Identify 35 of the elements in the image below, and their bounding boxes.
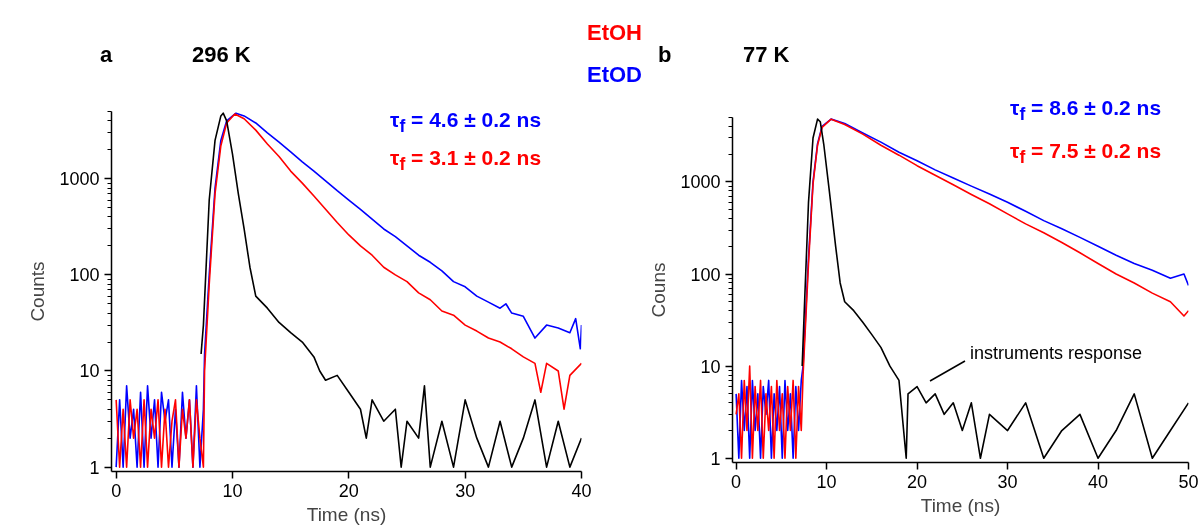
annotation: τ$_{f}$ = 4.6 ± 0.2 ns (390, 107, 542, 139)
y-tick-label: 100 (69, 265, 100, 286)
x-tick-label: 50 (1178, 471, 1199, 492)
text: a (100, 42, 113, 68)
y-tick-label: 1 (89, 457, 100, 478)
y-axis-title: Couns (648, 262, 670, 318)
x-tick-label: 20 (338, 480, 359, 501)
x-tick-label: 10 (816, 471, 837, 492)
x-axis-title: Time (ns) (306, 503, 387, 525)
y-axis-title: Counts (27, 261, 49, 322)
y-tick-label: 1000 (59, 169, 100, 190)
line-series (200, 112, 582, 468)
text: b (658, 42, 672, 68)
annotation: instruments response (970, 342, 1143, 364)
x-axis-title: Time (ns) (920, 494, 1001, 516)
x-tick-label: 10 (222, 480, 243, 501)
chart-title: 77 K (743, 42, 790, 68)
y-tick-label: 100 (690, 264, 721, 285)
y-tick-label: 1000 (680, 172, 721, 193)
x-tick-label: 20 (907, 471, 928, 492)
y-tick-label: 1 (710, 448, 721, 469)
x-tick-label: 0 (731, 471, 742, 492)
y-tick-label: 10 (79, 361, 100, 382)
annotation: τ$_{f}$ = 8.6 ± 0.2 ns (1010, 95, 1162, 127)
x-tick-label: 40 (1088, 471, 1109, 492)
x-tick-label: 40 (571, 480, 592, 501)
text: EtOD (587, 62, 642, 88)
x-tick-label: 30 (455, 480, 476, 501)
annotation: τ$_{f}$ = 3.1 ± 0.2 ns (390, 145, 542, 177)
y-tick-label: 10 (700, 356, 721, 377)
chart-title: 296 K (192, 42, 251, 68)
text: EtOH (587, 20, 642, 46)
x-tick-label: 0 (111, 480, 122, 501)
x-tick-label: 30 (997, 471, 1018, 492)
annotation: τ$_{f}$ = 7.5 ± 0.2 ns (1010, 138, 1162, 170)
